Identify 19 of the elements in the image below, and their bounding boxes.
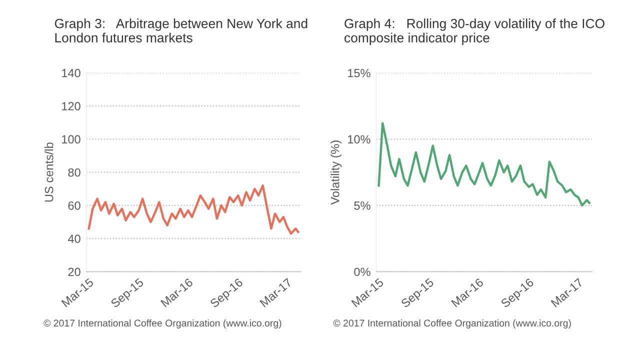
y-tick-label: 140: [62, 68, 80, 78]
y-axis-title: Volatility (%): [330, 140, 342, 205]
text: © 2017 International Coffee Organization (www.ico.org): [333, 319, 571, 328]
y-tick-label: 80: [68, 168, 80, 177]
y-tick-label: 0%: [354, 268, 370, 276]
text: © 2017 International Coffee Organization (www.ico.org): [44, 319, 282, 328]
y-tick-label: 20: [68, 268, 80, 276]
y-axis-title: US cents/lb: [44, 142, 54, 202]
y-tick-label: 60: [68, 201, 80, 210]
chart-title: Graph 4: Rolling 30-day volatility of the ICO composite indicator price: [344, 18, 604, 46]
y-tick-label: 5%: [354, 202, 370, 210]
chart-title: Graph 3: Arbitrage between New York and London futures markets: [54, 18, 308, 42]
y-tick-label: 120: [62, 102, 80, 110]
y-tick-label: 40: [68, 234, 80, 243]
line-series: [88, 184, 300, 235]
y-tick-label: 15%: [348, 68, 370, 78]
y-tick-label: 100: [62, 135, 80, 144]
y-tick-label: 10%: [348, 135, 370, 144]
line-series: [378, 122, 590, 207]
